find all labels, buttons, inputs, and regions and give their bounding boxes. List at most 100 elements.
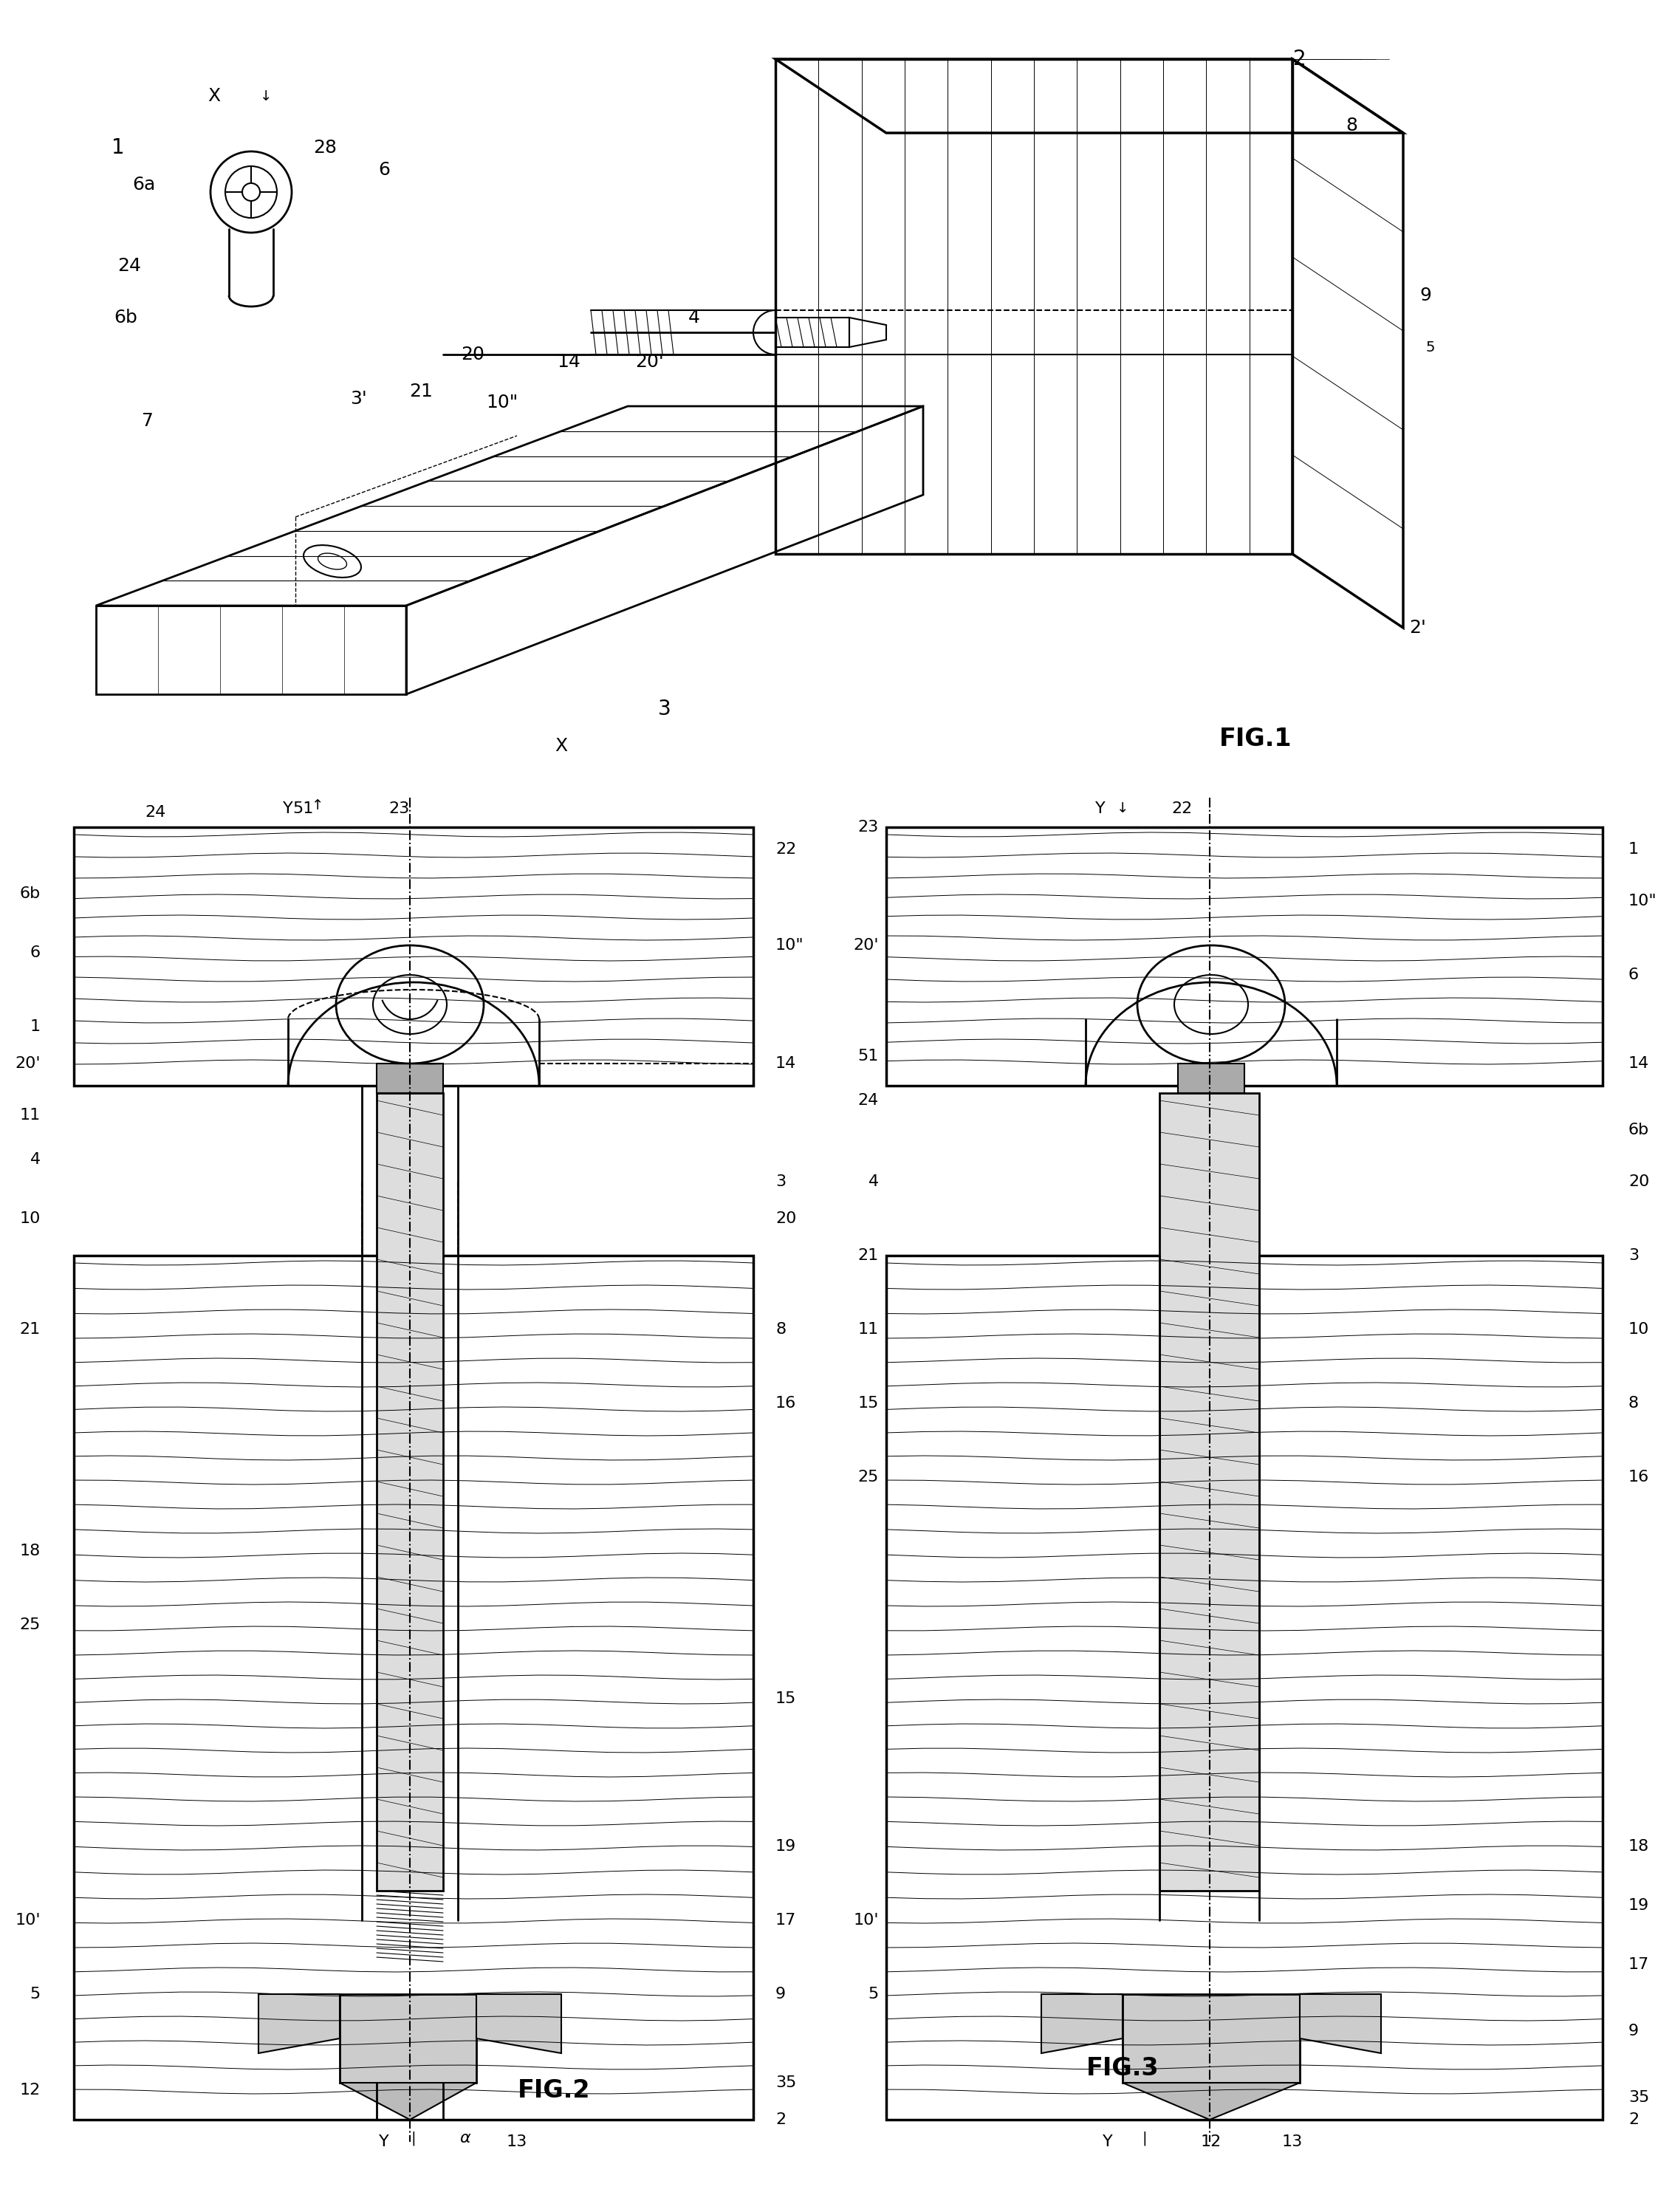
Text: 20: 20 — [461, 345, 485, 363]
Text: 4: 4 — [868, 1175, 879, 1190]
Text: 5: 5 — [868, 1986, 879, 2002]
Text: 25: 25 — [20, 1617, 40, 1632]
Text: FIG.1: FIG.1 — [1219, 726, 1292, 750]
Text: 18: 18 — [1629, 1838, 1649, 1854]
Text: 10: 10 — [1629, 1323, 1649, 1336]
Text: 6: 6 — [378, 161, 390, 179]
Text: 3': 3' — [349, 389, 366, 407]
Text: ↓: ↓ — [1117, 801, 1129, 816]
Polygon shape — [1122, 2084, 1299, 2119]
Text: 25: 25 — [858, 1469, 879, 1484]
Polygon shape — [1122, 1995, 1299, 2084]
Text: 2: 2 — [776, 2112, 786, 2128]
Text: 6a: 6a — [132, 175, 155, 192]
Text: 3: 3 — [776, 1175, 786, 1190]
Text: 10': 10' — [15, 1913, 40, 1927]
Text: 14: 14 — [1629, 1055, 1649, 1071]
Text: α: α — [460, 2130, 470, 2146]
Text: 15: 15 — [776, 1692, 796, 1705]
Text: 16: 16 — [1629, 1469, 1649, 1484]
Text: 24: 24 — [145, 805, 166, 821]
Polygon shape — [339, 1995, 477, 2084]
Text: 1: 1 — [30, 1020, 40, 1033]
Text: 10": 10" — [1629, 894, 1657, 909]
Text: 19: 19 — [1629, 1898, 1649, 1913]
Text: 51: 51 — [858, 1048, 879, 1064]
Text: 20': 20' — [853, 938, 879, 953]
Text: 3: 3 — [659, 699, 670, 719]
Text: 14: 14 — [776, 1055, 796, 1071]
Text: 51: 51 — [293, 801, 313, 816]
Polygon shape — [1179, 1064, 1244, 1093]
Polygon shape — [1159, 1093, 1259, 1891]
Text: 15: 15 — [858, 1396, 879, 1411]
Text: 13: 13 — [1282, 2135, 1302, 2150]
Text: 2: 2 — [1292, 49, 1306, 69]
Text: Y: Y — [380, 2135, 390, 2150]
Text: 13: 13 — [507, 2135, 527, 2150]
Text: 2: 2 — [1629, 2112, 1639, 2128]
Text: 21: 21 — [410, 383, 433, 400]
Text: 8: 8 — [1629, 1396, 1639, 1411]
Text: X: X — [555, 737, 567, 754]
Text: Y: Y — [283, 801, 293, 816]
Text: 6b: 6b — [1629, 1124, 1649, 1137]
Text: 22: 22 — [776, 843, 796, 856]
Text: FIG.2: FIG.2 — [518, 2077, 590, 2101]
Text: 1: 1 — [1629, 843, 1639, 856]
Text: 9: 9 — [776, 1986, 786, 2002]
Text: 1: 1 — [112, 137, 125, 157]
Text: 11: 11 — [858, 1323, 879, 1336]
Text: |: | — [411, 2130, 416, 2146]
Text: 20': 20' — [635, 354, 664, 372]
Text: |: | — [1142, 2130, 1147, 2146]
Polygon shape — [477, 1995, 562, 2053]
Text: 20': 20' — [15, 1055, 40, 1071]
Polygon shape — [259, 1995, 339, 2053]
Text: 23: 23 — [388, 801, 410, 816]
Text: 11: 11 — [20, 1108, 40, 1124]
Text: 6b: 6b — [20, 887, 40, 900]
Text: 10": 10" — [487, 394, 518, 411]
Text: 20: 20 — [776, 1212, 796, 1225]
Text: 19: 19 — [776, 1838, 796, 1854]
Text: 17: 17 — [776, 1913, 796, 1927]
Text: 35: 35 — [776, 2075, 796, 2090]
Text: 4: 4 — [689, 310, 701, 327]
Text: 5: 5 — [30, 1986, 40, 2002]
Text: 23: 23 — [858, 821, 879, 834]
Polygon shape — [376, 1064, 443, 1093]
Text: 7: 7 — [142, 411, 154, 429]
Text: X: X — [207, 86, 221, 104]
Polygon shape — [1042, 1995, 1122, 2053]
Text: 10": 10" — [776, 938, 804, 953]
Text: 3: 3 — [1629, 1248, 1639, 1263]
Text: 12: 12 — [1200, 2135, 1222, 2150]
Text: ↑: ↑ — [311, 799, 324, 812]
Text: 17: 17 — [1629, 1958, 1649, 1971]
Text: 21: 21 — [20, 1323, 40, 1336]
Text: 6: 6 — [1629, 967, 1639, 982]
Text: 10: 10 — [20, 1212, 40, 1225]
Text: 9: 9 — [1629, 2024, 1639, 2039]
Text: 24: 24 — [858, 1093, 879, 1108]
Text: ↓: ↓ — [259, 88, 273, 104]
Text: 4: 4 — [30, 1152, 40, 1168]
Text: 24: 24 — [117, 257, 140, 274]
Text: 8: 8 — [776, 1323, 786, 1336]
Text: 35: 35 — [1629, 2090, 1649, 2106]
Polygon shape — [376, 1093, 443, 1891]
Text: 10': 10' — [853, 1913, 879, 1927]
Text: 21: 21 — [858, 1248, 879, 1263]
Text: 6: 6 — [30, 945, 40, 960]
Text: 8: 8 — [1346, 117, 1358, 135]
Text: 2': 2' — [1409, 619, 1426, 637]
Text: 5: 5 — [1425, 341, 1435, 354]
Text: Y: Y — [1104, 2135, 1114, 2150]
Text: 16: 16 — [776, 1396, 796, 1411]
Polygon shape — [1299, 1995, 1381, 2053]
Text: 9: 9 — [1420, 288, 1431, 305]
Text: Y: Y — [1095, 801, 1105, 816]
Polygon shape — [339, 2084, 477, 2119]
Text: 22: 22 — [1170, 801, 1192, 816]
